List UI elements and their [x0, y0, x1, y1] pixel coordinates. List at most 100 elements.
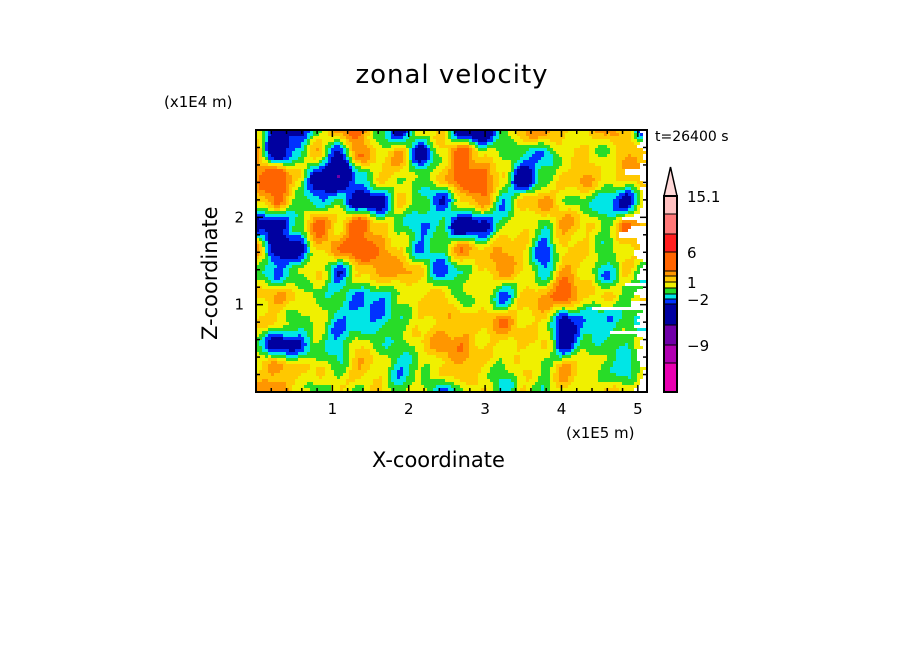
contour-cell [463, 250, 469, 253]
contour-cell [268, 130, 271, 133]
contour-cell [469, 190, 487, 193]
contour-cell [373, 382, 382, 385]
contour-cell [430, 337, 451, 340]
contour-cell [331, 247, 337, 250]
contour-cell [511, 325, 517, 328]
contour-cell [346, 280, 352, 283]
contour-cell [256, 178, 259, 181]
contour-cell [523, 250, 529, 253]
contour-cell [496, 331, 508, 334]
contour-cell [388, 232, 397, 235]
contour-cell [256, 367, 262, 370]
contour-cell [352, 271, 358, 274]
contour-cell [262, 145, 265, 148]
contour-cell [478, 145, 487, 148]
contour-cell [340, 361, 343, 364]
contour-cell [322, 160, 328, 163]
contour-cell [286, 223, 289, 226]
contour-cell [373, 175, 379, 178]
contour-cell [454, 277, 469, 280]
contour-cell [358, 154, 364, 157]
contour-cell [292, 181, 295, 184]
contour-cell [595, 241, 601, 244]
contour-cell [379, 172, 394, 175]
contour-cell [352, 151, 355, 154]
contour-cell [388, 250, 403, 253]
contour-cell [535, 340, 541, 343]
contour-cell [256, 262, 259, 265]
contour-cell [574, 223, 580, 226]
contour-cell [307, 334, 313, 337]
contour-cell [343, 301, 349, 304]
contour-cell [571, 373, 577, 376]
contour-cell [598, 217, 616, 220]
contour-cell [397, 232, 400, 235]
contour-cell [262, 157, 265, 160]
contour-cell [397, 196, 406, 199]
contour-cell [619, 229, 622, 232]
contour-cell [547, 292, 553, 295]
contour-cell [370, 217, 376, 220]
contour-cell [448, 253, 451, 256]
contour-cell [436, 184, 448, 187]
contour-cell [586, 223, 595, 226]
contour-cell [325, 280, 331, 283]
contour-cell [430, 370, 439, 373]
contour-cell [538, 325, 547, 328]
contour-cell [262, 250, 265, 253]
contour-cell [571, 364, 577, 367]
contour-cell [424, 250, 430, 253]
contour-cell [403, 154, 406, 157]
contour-cell [487, 328, 493, 331]
contour-cell [577, 298, 583, 301]
contour-cell [568, 208, 571, 211]
contour-cell [334, 154, 343, 157]
contour-cell [331, 268, 334, 271]
contour-cell [544, 265, 547, 268]
contour-cell [634, 199, 637, 202]
contour-cell [325, 340, 343, 343]
contour-cell [553, 364, 556, 367]
contour-cell [268, 160, 271, 163]
contour-cell [262, 247, 265, 250]
contour-cell [370, 142, 379, 145]
contour-cell [418, 142, 424, 145]
contour-cell [460, 385, 493, 388]
contour-cell [499, 289, 514, 292]
contour-cell [370, 316, 382, 319]
contour-cell [523, 307, 529, 310]
contour-cell [556, 202, 565, 205]
contour-cell [472, 154, 478, 157]
contour-cell [385, 214, 406, 217]
contour-cell [418, 160, 421, 163]
contour-cell [565, 187, 577, 190]
contour-cell [391, 244, 409, 247]
contour-cell [457, 193, 466, 196]
contour-cell [391, 358, 397, 361]
contour-cell [352, 136, 358, 139]
contour-cell [400, 292, 427, 295]
contour-cell [259, 244, 262, 247]
colorbar-segment [663, 275, 678, 283]
contour-cell [397, 373, 403, 376]
contour-cell [307, 145, 310, 148]
contour-cell [343, 277, 346, 280]
contour-cell [478, 220, 481, 223]
contour-cell [256, 292, 277, 295]
contour-cell [502, 172, 505, 175]
contour-cell [325, 328, 328, 331]
contour-cell [403, 160, 406, 163]
contour-cell [421, 229, 427, 232]
contour-cell [427, 157, 430, 160]
contour-cell [487, 343, 496, 346]
contour-cell [415, 370, 421, 373]
contour-cell [259, 139, 262, 142]
contour-cell [289, 172, 301, 175]
contour-cell [634, 133, 637, 136]
contour-cell [391, 313, 412, 316]
contour-cell [259, 163, 268, 166]
contour-cell [394, 217, 403, 220]
contour-cell [391, 199, 394, 202]
contour-cell [334, 130, 349, 133]
contour-cell [415, 379, 421, 382]
